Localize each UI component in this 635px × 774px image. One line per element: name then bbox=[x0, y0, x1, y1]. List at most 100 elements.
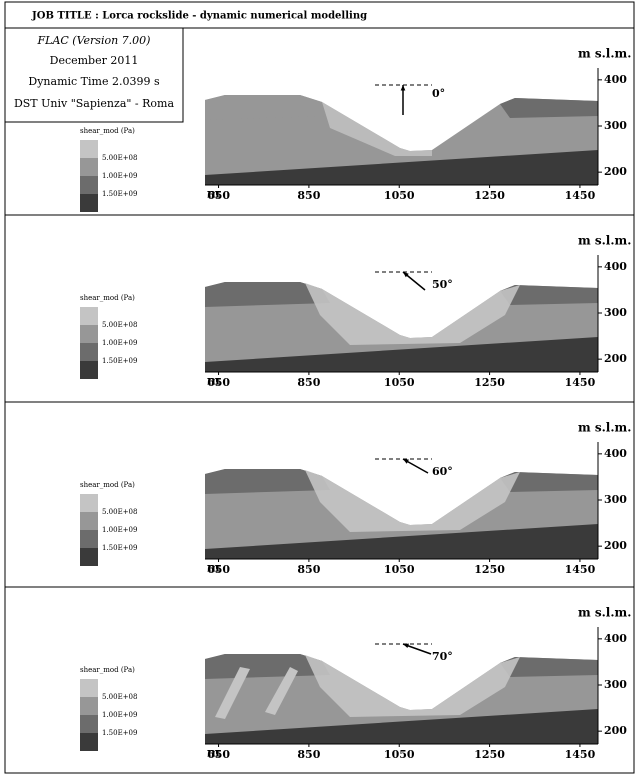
legend-swatch bbox=[80, 733, 98, 751]
legend-swatch bbox=[80, 530, 98, 548]
arrow-head bbox=[400, 85, 406, 91]
y-tick-label: 400 bbox=[604, 447, 627, 460]
info-line: FLAC (Version 7.00) bbox=[37, 34, 151, 47]
weak-zone bbox=[305, 470, 520, 532]
x-axis-label: m bbox=[207, 746, 220, 760]
weak-zone bbox=[305, 655, 520, 717]
y-tick-label: 200 bbox=[604, 539, 627, 552]
legend-swatch bbox=[80, 176, 98, 194]
info-line: Dynamic Time 2.0399 s bbox=[28, 75, 160, 88]
legend-label: 1.50E+09 bbox=[102, 190, 137, 198]
x-tick-label: 1250 bbox=[474, 748, 505, 761]
upper-layer bbox=[205, 469, 330, 494]
x-tick-label: 850 bbox=[297, 189, 320, 202]
legend-swatch bbox=[80, 361, 98, 379]
y-tick-label: 200 bbox=[604, 352, 627, 365]
legend-swatch bbox=[80, 158, 98, 176]
y-tick-label: 400 bbox=[604, 260, 627, 273]
x-tick-label: 1450 bbox=[565, 189, 596, 202]
upper-layer bbox=[205, 95, 330, 120]
legend-swatch bbox=[80, 140, 98, 158]
legend-swatch bbox=[80, 343, 98, 361]
x-tick-label: 850 bbox=[297, 376, 320, 389]
x-tick-label: 1250 bbox=[474, 189, 505, 202]
legend-label: 1.00E+09 bbox=[102, 172, 137, 180]
angle-label: 0° bbox=[432, 87, 445, 100]
weak-zone bbox=[305, 283, 520, 345]
x-tick-label: 1050 bbox=[384, 748, 415, 761]
x-tick-label: 1450 bbox=[565, 563, 596, 576]
upper-layer bbox=[500, 657, 598, 677]
legend-title: shear_mod (Pa) bbox=[80, 294, 135, 302]
x-tick-label: 850 bbox=[297, 563, 320, 576]
legend-swatch bbox=[80, 194, 98, 212]
info-box bbox=[4, 27, 184, 123]
x-axis-label: m bbox=[207, 561, 220, 575]
legend-swatch bbox=[80, 512, 98, 530]
x-tick-label: 1050 bbox=[384, 563, 415, 576]
y-axis-label: m s.l.m. bbox=[578, 234, 631, 248]
legend-label: 5.00E+08 bbox=[102, 508, 137, 516]
y-tick-label: 300 bbox=[604, 493, 627, 506]
y-tick-label: 300 bbox=[604, 306, 627, 319]
upper-layer bbox=[500, 472, 598, 492]
legend-swatch bbox=[80, 307, 98, 325]
bedrock bbox=[205, 709, 598, 744]
angle-label: 50° bbox=[432, 278, 453, 291]
bedrock bbox=[205, 524, 598, 559]
legend-label: 1.50E+09 bbox=[102, 729, 137, 737]
legend-label: 1.00E+09 bbox=[102, 711, 137, 719]
arrow-head bbox=[403, 643, 409, 649]
y-tick-label: 300 bbox=[604, 678, 627, 691]
x-tick-label: 1250 bbox=[474, 376, 505, 389]
x-tick-label: 650 bbox=[207, 189, 230, 202]
legend-title: shear_mod (Pa) bbox=[80, 666, 135, 674]
arrow-head bbox=[403, 272, 409, 278]
x-tick-label: 850 bbox=[297, 748, 320, 761]
job-title: JOB TITLE : Lorca rockslide - dynamic nu… bbox=[31, 11, 367, 22]
legend-label: 1.00E+09 bbox=[102, 339, 137, 347]
legend-label: 1.00E+09 bbox=[102, 526, 137, 534]
legend-label: 5.00E+08 bbox=[102, 321, 137, 329]
legend-label: 1.50E+09 bbox=[102, 357, 137, 365]
info-line: DST Univ "Sapienza" - Roma bbox=[14, 97, 175, 110]
legend-title: shear_mod (Pa) bbox=[80, 481, 135, 489]
info-line: December 2011 bbox=[50, 54, 139, 67]
y-tick-label: 200 bbox=[604, 724, 627, 737]
y-axis-label: m s.l.m. bbox=[578, 421, 631, 435]
upper-layer bbox=[500, 285, 598, 305]
weak-zone bbox=[265, 667, 298, 715]
arrow-head bbox=[403, 459, 409, 464]
x-tick-label: 1450 bbox=[565, 748, 596, 761]
weak-zone bbox=[322, 102, 432, 156]
legend-swatch bbox=[80, 697, 98, 715]
x-axis-label: m bbox=[207, 374, 220, 388]
x-tick-label: 1050 bbox=[384, 376, 415, 389]
legend-label: 5.00E+08 bbox=[102, 154, 137, 162]
legend-swatch bbox=[80, 679, 98, 697]
weak-zone bbox=[215, 667, 250, 719]
y-axis-label: m s.l.m. bbox=[578, 47, 631, 61]
upper-layer bbox=[500, 98, 598, 118]
x-tick-label: 1450 bbox=[565, 376, 596, 389]
x-tick-label: 650 bbox=[207, 376, 230, 389]
x-axis-label: m bbox=[207, 187, 220, 201]
y-tick-label: 200 bbox=[604, 165, 627, 178]
legend-label: 5.00E+08 bbox=[102, 693, 137, 701]
y-tick-label: 400 bbox=[604, 632, 627, 645]
legend-swatch bbox=[80, 548, 98, 566]
upper-layer bbox=[205, 654, 330, 679]
upper-layer bbox=[205, 282, 330, 307]
legend-swatch bbox=[80, 715, 98, 733]
x-tick-label: 650 bbox=[207, 748, 230, 761]
x-tick-label: 1050 bbox=[384, 189, 415, 202]
angle-label: 60° bbox=[432, 465, 453, 478]
y-tick-label: 400 bbox=[604, 73, 627, 86]
bedrock bbox=[205, 150, 598, 185]
bedrock bbox=[205, 337, 598, 372]
y-axis-label: m s.l.m. bbox=[578, 606, 631, 620]
legend-title: shear_mod (Pa) bbox=[80, 127, 135, 135]
legend-swatch bbox=[80, 325, 98, 343]
